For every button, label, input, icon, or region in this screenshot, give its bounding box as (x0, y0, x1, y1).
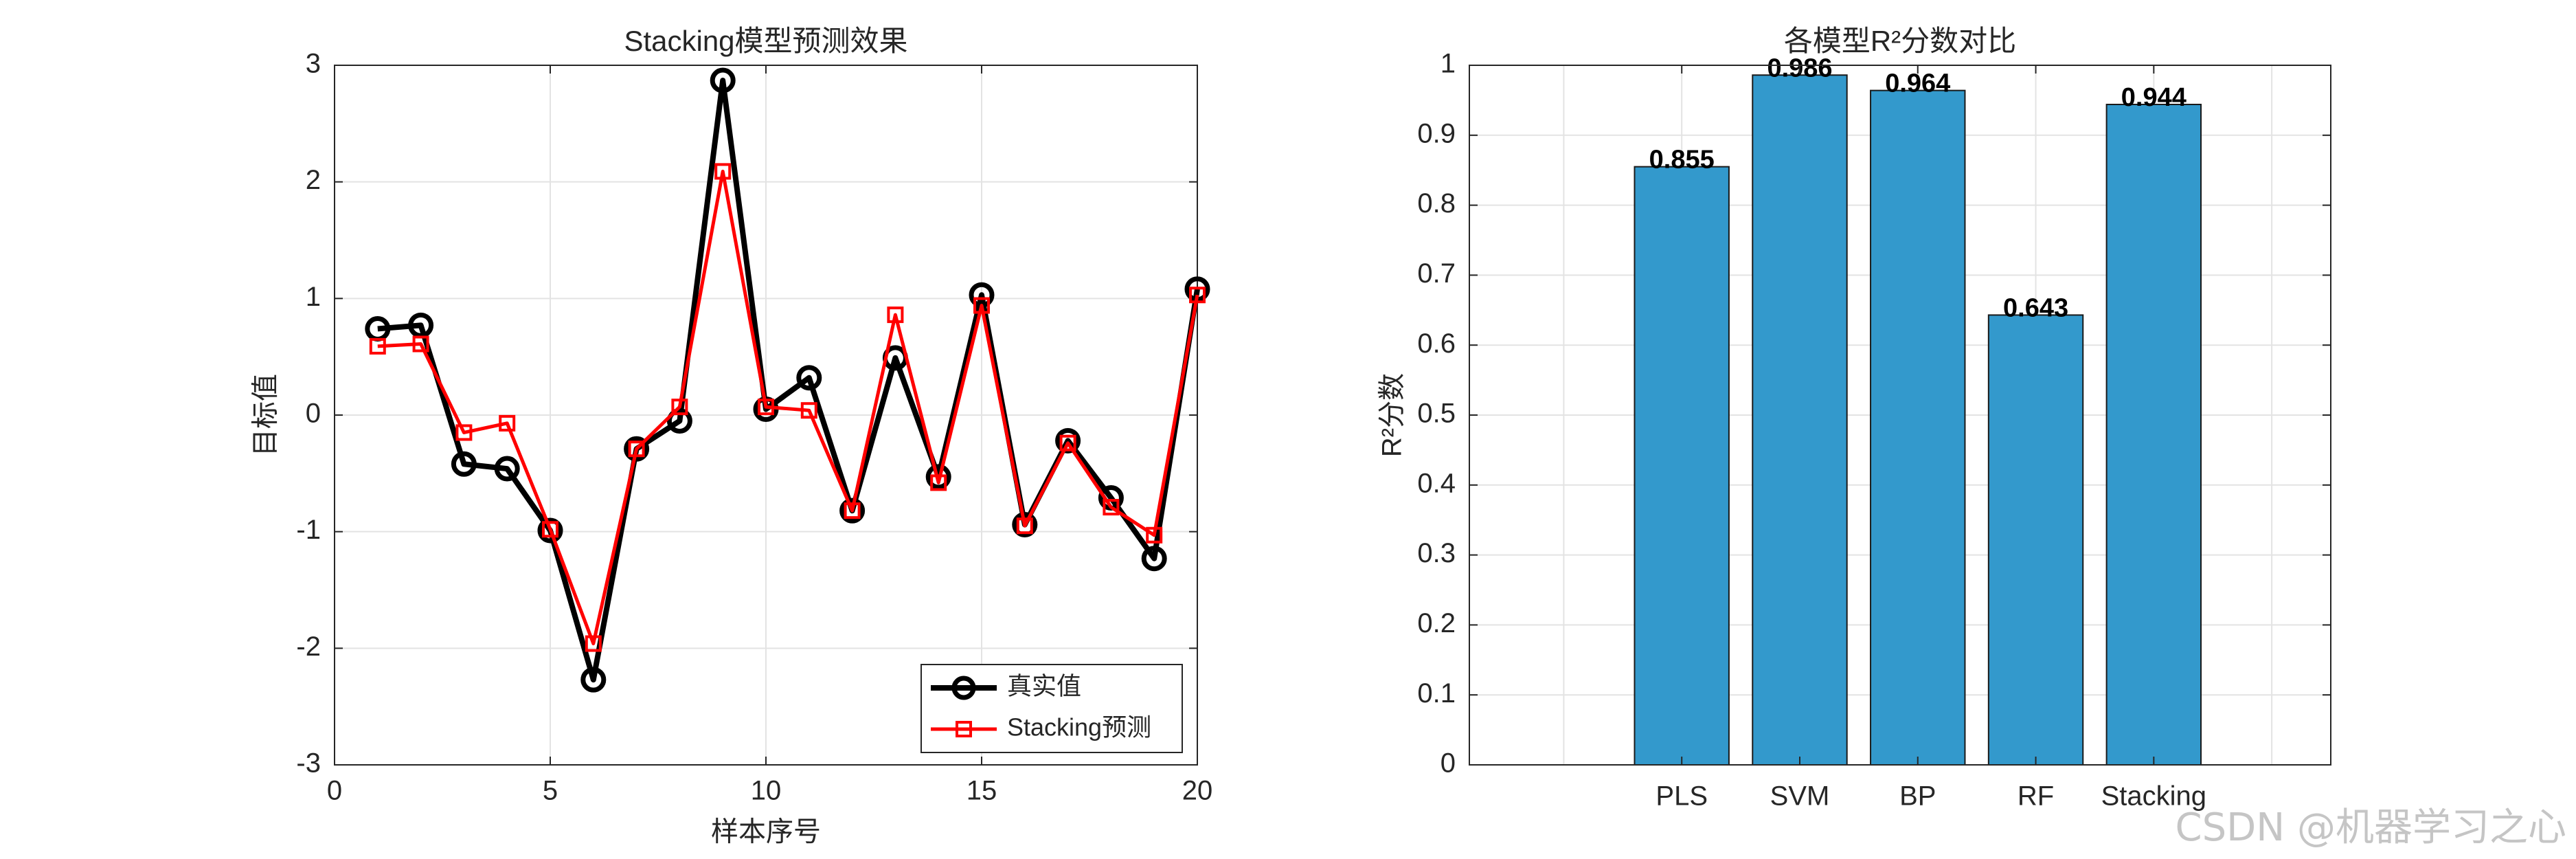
series-line-2 (377, 169, 1199, 646)
x-tick-label: 0 (327, 776, 342, 806)
data-point-2 (412, 335, 429, 353)
chart-title-left: Stacking模型预测效果 (624, 25, 907, 57)
data-point-1 (624, 436, 650, 462)
data-point-2 (628, 440, 645, 458)
legend-marker-2 (956, 721, 972, 737)
data-point-1 (1141, 546, 1167, 572)
data-point-2 (1189, 287, 1206, 304)
data-point-1 (796, 365, 822, 391)
y-tick-label: 0 (306, 399, 321, 429)
x-tick-label: Stacking (2101, 781, 2206, 812)
y-tick-label: 0.6 (1417, 328, 1456, 359)
data-point-1 (408, 312, 434, 338)
watermark: CSDN @机器学习之心 (2175, 805, 2566, 850)
y-tick-label: 1 (306, 282, 321, 312)
data-point-1 (1012, 511, 1038, 537)
y-axis-label-right: R²分数 (1377, 373, 1408, 457)
x-tick-label: 10 (751, 776, 782, 806)
y-axis-label-left: 目标值 (251, 374, 281, 456)
data-point-2 (455, 424, 473, 441)
y-tick-label: 0.2 (1417, 608, 1456, 638)
data-point-1 (666, 408, 692, 434)
y-tick-label: -1 (296, 515, 321, 545)
data-point-1 (925, 464, 951, 490)
x-tick-label: PLS (1656, 781, 1708, 812)
chart-title-right: 各模型R²分数对比 (1784, 25, 2016, 57)
data-point-2 (1059, 434, 1076, 451)
y-tick-label: -3 (296, 748, 321, 779)
data-point-2 (887, 306, 904, 324)
data-point-2 (1103, 499, 1120, 516)
x-tick-label: 15 (967, 776, 997, 806)
y-tick-label: 0.5 (1417, 399, 1456, 429)
y-tick-label: 0 (1440, 748, 1456, 779)
data-point-2 (800, 402, 817, 419)
legend-label: 真实值 (1007, 672, 1081, 700)
x-tick-label: BP (1899, 781, 1936, 812)
x-axis-label-left: 样本序号 (711, 817, 821, 847)
y-tick-label: 3 (306, 49, 321, 79)
data-point-1 (839, 498, 866, 524)
axes-box-left (334, 65, 1198, 766)
data-point-2 (499, 414, 516, 432)
data-point-2 (714, 163, 732, 180)
bar (1870, 89, 1966, 766)
data-point-2 (844, 502, 861, 520)
bar-value-label: 0.944 (2121, 83, 2187, 112)
y-tick-label: 0.3 (1417, 538, 1456, 568)
data-point-2 (585, 635, 602, 652)
legend-label: Stacking预测 (1007, 713, 1151, 741)
data-point-1 (494, 456, 520, 482)
bar (1987, 314, 2084, 766)
data-point-1 (580, 667, 607, 693)
data-point-2 (1016, 517, 1033, 535)
data-point-2 (973, 297, 990, 314)
bar (2105, 104, 2202, 766)
bar-value-label: 0.855 (1649, 146, 1715, 175)
x-tick-label: 20 (1182, 776, 1213, 806)
y-tick-label: 0.4 (1417, 468, 1456, 498)
bar (1634, 166, 1730, 766)
bar-value-label: 0.643 (2003, 293, 2068, 322)
data-point-2 (671, 399, 688, 416)
data-point-2 (758, 399, 774, 416)
data-point-2 (369, 337, 386, 355)
y-tick-label: 0.8 (1417, 188, 1456, 219)
y-tick-label: 0.1 (1417, 678, 1456, 709)
x-tick-label: 5 (543, 776, 558, 806)
data-point-2 (542, 521, 558, 538)
y-tick-label: 1 (1440, 49, 1456, 79)
y-tick-label: 0.7 (1417, 258, 1456, 289)
y-tick-label: -2 (296, 632, 321, 662)
y-tick-label: 2 (306, 165, 321, 195)
y-tick-label: 0.9 (1417, 118, 1456, 148)
axes-box-right (1469, 65, 2331, 766)
data-point-1 (710, 67, 736, 93)
bar-value-label: 0.964 (1885, 69, 1950, 98)
bar (1752, 74, 1848, 766)
data-point-1 (537, 517, 563, 544)
data-point-2 (1146, 526, 1163, 544)
data-point-1 (451, 451, 477, 477)
data-point-2 (930, 474, 947, 491)
x-tick-label: SVM (1770, 781, 1830, 812)
x-tick-label: RF (2018, 781, 2054, 812)
legend-marker-1 (951, 676, 976, 700)
